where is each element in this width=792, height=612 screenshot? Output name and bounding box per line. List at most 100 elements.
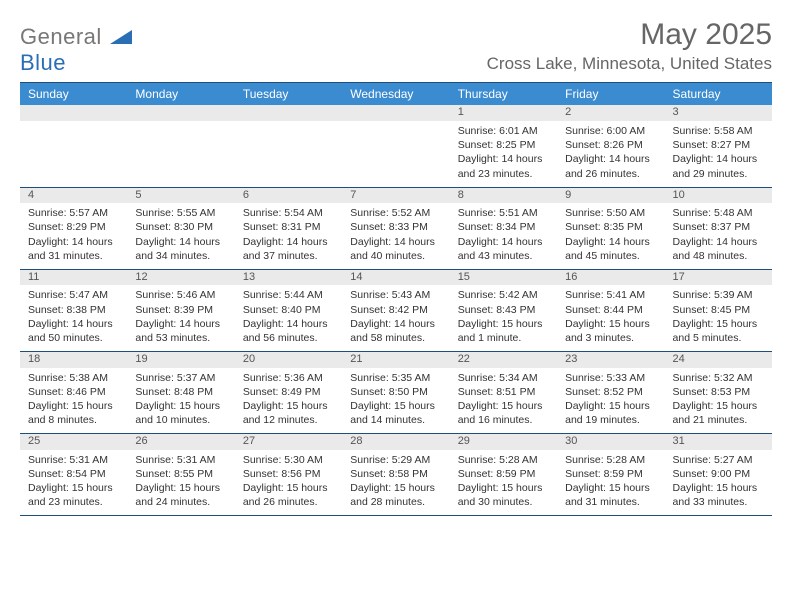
sunrise-text: Sunrise: 5:46 AM [135,288,226,302]
sunrise-text: Sunrise: 5:37 AM [135,371,226,385]
sunrise-text: Sunrise: 5:42 AM [458,288,549,302]
sunset-text: Sunset: 8:44 PM [565,303,656,317]
day-number-cell: 1 [450,105,557,121]
day-number-cell: 25 [20,434,127,450]
daylight-text-2: and 28 minutes. [350,495,441,509]
sunrise-text: Sunrise: 5:31 AM [28,453,119,467]
day-detail-cell: Sunrise: 5:51 AMSunset: 8:34 PMDaylight:… [450,203,557,269]
daynum-row: 123 [20,105,772,121]
daylight-text-2: and 53 minutes. [135,331,226,345]
sunset-text: Sunset: 8:56 PM [243,467,334,481]
sunset-text: Sunset: 9:00 PM [673,467,764,481]
day-number-cell: 5 [127,187,234,203]
sunset-text: Sunset: 8:42 PM [350,303,441,317]
sunrise-text: Sunrise: 5:39 AM [673,288,764,302]
day-header: Thursday [450,83,557,105]
daylight-text-2: and 23 minutes. [28,495,119,509]
daylight-text-1: Daylight: 14 hours [350,235,441,249]
sunrise-text: Sunrise: 6:01 AM [458,124,549,138]
daylight-text-1: Daylight: 14 hours [673,235,764,249]
day-detail-cell: Sunrise: 5:54 AMSunset: 8:31 PMDaylight:… [235,203,342,269]
day-number-cell: 27 [235,434,342,450]
day-detail-cell [127,121,234,187]
sunset-text: Sunset: 8:25 PM [458,138,549,152]
day-detail-cell: Sunrise: 5:39 AMSunset: 8:45 PMDaylight:… [665,285,772,351]
daylight-text-2: and 24 minutes. [135,495,226,509]
sunset-text: Sunset: 8:59 PM [458,467,549,481]
day-detail-cell: Sunrise: 5:52 AMSunset: 8:33 PMDaylight:… [342,203,449,269]
daylight-text-2: and 3 minutes. [565,331,656,345]
day-header: Monday [127,83,234,105]
day-detail-cell: Sunrise: 6:01 AMSunset: 8:25 PMDaylight:… [450,121,557,187]
daylight-text-1: Daylight: 15 hours [458,481,549,495]
sunrise-text: Sunrise: 5:32 AM [673,371,764,385]
brand-triangle-icon [110,30,132,44]
sunset-text: Sunset: 8:33 PM [350,220,441,234]
brand-logo: General Blue [20,18,132,76]
daylight-text-1: Daylight: 14 hours [458,235,549,249]
sunset-text: Sunset: 8:40 PM [243,303,334,317]
day-detail-cell: Sunrise: 5:42 AMSunset: 8:43 PMDaylight:… [450,285,557,351]
day-number-cell: 2 [557,105,664,121]
daylight-text-2: and 10 minutes. [135,413,226,427]
sunrise-text: Sunrise: 5:30 AM [243,453,334,467]
day-number-cell: 19 [127,352,234,368]
month-title: May 2025 [487,18,772,52]
sunrise-text: Sunrise: 5:27 AM [673,453,764,467]
day-detail-cell: Sunrise: 5:31 AMSunset: 8:55 PMDaylight:… [127,450,234,516]
day-number-cell: 31 [665,434,772,450]
sunrise-text: Sunrise: 5:33 AM [565,371,656,385]
daylight-text-2: and 8 minutes. [28,413,119,427]
daylight-text-1: Daylight: 15 hours [350,481,441,495]
daylight-text-1: Daylight: 14 hours [565,152,656,166]
detail-row: Sunrise: 5:47 AMSunset: 8:38 PMDaylight:… [20,285,772,351]
day-detail-cell: Sunrise: 5:50 AMSunset: 8:35 PMDaylight:… [557,203,664,269]
sunrise-text: Sunrise: 5:52 AM [350,206,441,220]
day-detail-cell: Sunrise: 5:29 AMSunset: 8:58 PMDaylight:… [342,450,449,516]
daylight-text-2: and 23 minutes. [458,167,549,181]
detail-row: Sunrise: 5:31 AMSunset: 8:54 PMDaylight:… [20,450,772,516]
daylight-text-2: and 14 minutes. [350,413,441,427]
brand-text: General Blue [20,24,132,76]
day-detail-cell: Sunrise: 5:27 AMSunset: 9:00 PMDaylight:… [665,450,772,516]
sunset-text: Sunset: 8:46 PM [28,385,119,399]
detail-row: Sunrise: 5:57 AMSunset: 8:29 PMDaylight:… [20,203,772,269]
day-detail-cell: Sunrise: 5:57 AMSunset: 8:29 PMDaylight:… [20,203,127,269]
day-number-cell: 16 [557,269,664,285]
location-text: Cross Lake, Minnesota, United States [487,54,772,74]
day-number-cell: 15 [450,269,557,285]
day-detail-cell: Sunrise: 5:46 AMSunset: 8:39 PMDaylight:… [127,285,234,351]
sunset-text: Sunset: 8:52 PM [565,385,656,399]
daylight-text-2: and 30 minutes. [458,495,549,509]
daylight-text-1: Daylight: 15 hours [673,399,764,413]
day-detail-cell: Sunrise: 5:28 AMSunset: 8:59 PMDaylight:… [557,450,664,516]
sunset-text: Sunset: 8:53 PM [673,385,764,399]
day-number-cell: 11 [20,269,127,285]
daylight-text-2: and 26 minutes. [243,495,334,509]
daylight-text-1: Daylight: 15 hours [565,481,656,495]
sunset-text: Sunset: 8:39 PM [135,303,226,317]
sunrise-text: Sunrise: 5:48 AM [673,206,764,220]
daylight-text-1: Daylight: 14 hours [350,317,441,331]
daylight-text-1: Daylight: 14 hours [565,235,656,249]
day-header: Wednesday [342,83,449,105]
calendar-head: SundayMondayTuesdayWednesdayThursdayFrid… [20,83,772,105]
day-header-row: SundayMondayTuesdayWednesdayThursdayFrid… [20,83,772,105]
sunset-text: Sunset: 8:45 PM [673,303,764,317]
sunrise-text: Sunrise: 5:29 AM [350,453,441,467]
sunrise-text: Sunrise: 5:36 AM [243,371,334,385]
day-detail-cell: Sunrise: 5:31 AMSunset: 8:54 PMDaylight:… [20,450,127,516]
day-detail-cell: Sunrise: 5:44 AMSunset: 8:40 PMDaylight:… [235,285,342,351]
day-number-cell [342,105,449,121]
sunset-text: Sunset: 8:27 PM [673,138,764,152]
day-detail-cell: Sunrise: 6:00 AMSunset: 8:26 PMDaylight:… [557,121,664,187]
day-detail-cell: Sunrise: 5:43 AMSunset: 8:42 PMDaylight:… [342,285,449,351]
sunrise-text: Sunrise: 5:43 AM [350,288,441,302]
day-header: Friday [557,83,664,105]
detail-row: Sunrise: 6:01 AMSunset: 8:25 PM Daylight:… [20,121,772,187]
sunset-text: Sunset: 8:29 PM [28,220,119,234]
day-number-cell: 10 [665,187,772,203]
day-detail-cell: Sunrise: 5:30 AMSunset: 8:56 PMDaylight:… [235,450,342,516]
daylight-text-2: and 26 minutes. [565,167,656,181]
daylight-text-2: and 33 minutes. [673,495,764,509]
